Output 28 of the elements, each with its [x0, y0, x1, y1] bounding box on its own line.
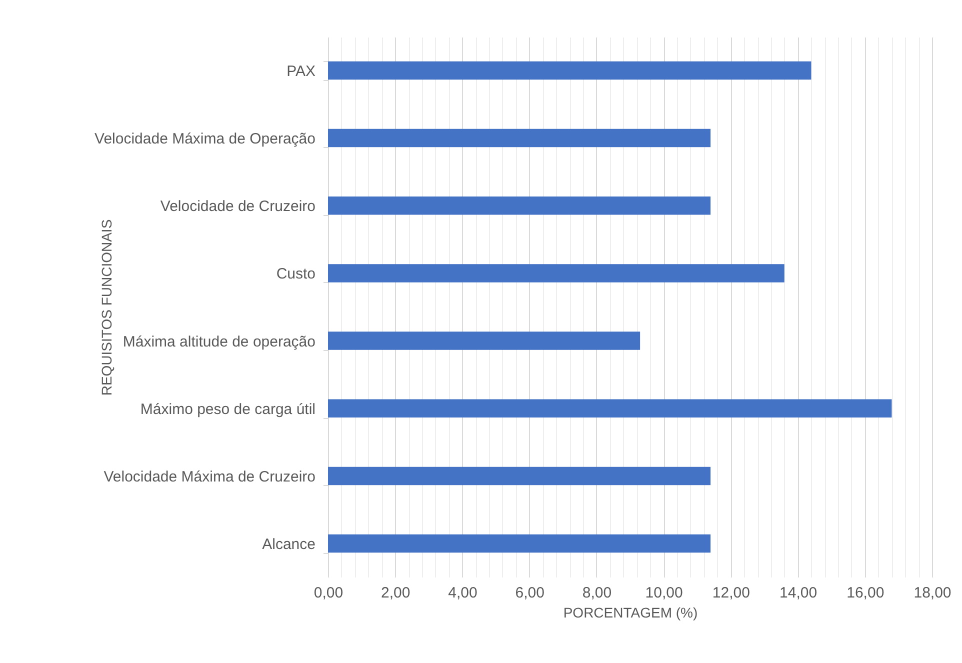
y-tick-label: Velocidade Máxima de Cruzeiro [104, 468, 316, 486]
x-axis-title: PORCENTAGEM (%) [563, 604, 698, 620]
x-tick-label: 2,00 [381, 584, 410, 602]
bar [328, 128, 711, 148]
y-tick-label: Velocidade Máxima de Operação [94, 130, 316, 148]
bar [328, 399, 892, 418]
bar [328, 264, 784, 282]
y-tick-label: Velocidade de Cruzeiro [160, 198, 316, 216]
x-tick-label: 18,00 [914, 584, 952, 602]
bar [328, 61, 812, 80]
x-tick-label: 16,00 [846, 584, 884, 602]
x-tick-label: 10,00 [645, 584, 683, 602]
bar [328, 466, 711, 486]
x-tick-label: 0,00 [314, 584, 344, 602]
x-tick-label: 14,00 [780, 584, 818, 602]
y-tick-label: Máximo peso de carga útil [140, 400, 316, 418]
y-tick-label: Máxima altitude de operação [122, 333, 316, 350]
x-tick-label: 12,00 [712, 584, 750, 602]
x-tick-label: 8,00 [582, 584, 612, 602]
x-tick-label: 4,00 [448, 584, 478, 602]
bar [328, 534, 711, 553]
y-tick-label: PAX [286, 62, 316, 80]
y-axis-title: REQUISITOS FUNCIONAIS [98, 219, 114, 396]
x-tick-label: 6,00 [515, 584, 544, 602]
y-tick-label: Custo [276, 266, 316, 283]
bar [328, 196, 711, 215]
bar [328, 332, 640, 350]
y-tick-label: Alcance [262, 536, 316, 554]
